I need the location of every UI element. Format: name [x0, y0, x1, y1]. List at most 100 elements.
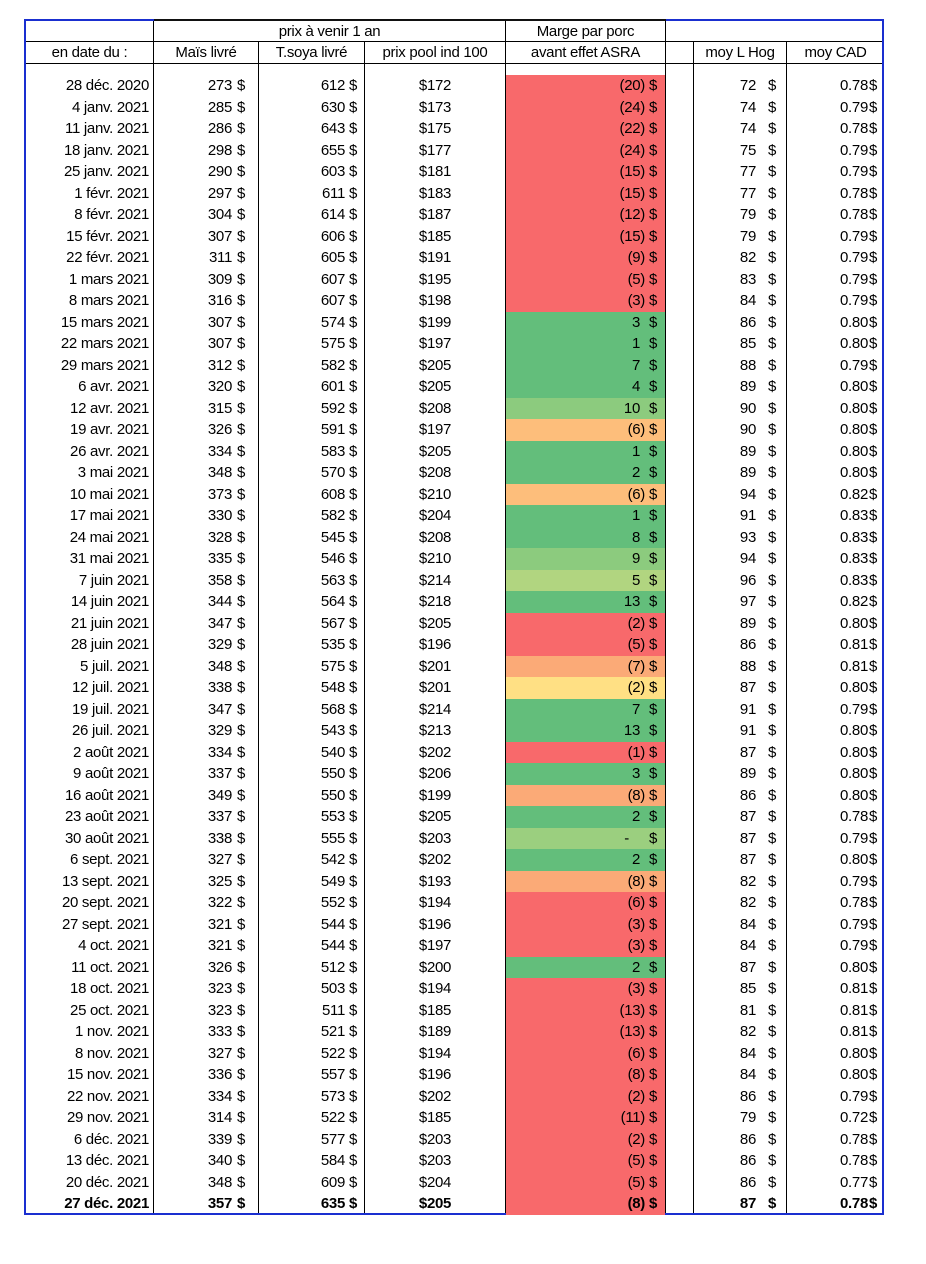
marge-cell: (5) $ — [506, 634, 665, 656]
marge-cell: (1) $ — [506, 741, 665, 763]
mais-cell: 285 — [207, 98, 232, 116]
currency-symbol: $ — [349, 1109, 358, 1126]
hog-cell: 87 — [739, 829, 756, 847]
currency-symbol: $ — [768, 722, 777, 739]
cad-cell: 0.78 — [840, 184, 868, 202]
marge-value: 3 — [631, 765, 640, 782]
hog-cell: 86 — [739, 786, 756, 804]
currency-symbol: $ — [237, 184, 246, 202]
currency-symbol: $ — [768, 163, 777, 180]
marge-value: 1 — [631, 507, 640, 524]
date-cell: 5 juil. 2021 — [80, 657, 149, 675]
pool-cell: $197 — [418, 335, 452, 352]
currency-symbol: $ — [869, 872, 878, 890]
currency-symbol: $ — [869, 829, 878, 847]
pool-cell: $208 — [418, 464, 452, 481]
marge-value: (5) — [627, 1173, 646, 1191]
currency-symbol: $ — [237, 980, 246, 997]
currency-symbol: $ — [869, 528, 878, 546]
mais-cell: 349 — [207, 786, 232, 804]
pool-cell: $203 — [418, 1152, 452, 1169]
marge-cell: 4 $ — [506, 376, 665, 398]
cad-cell: 0.80 — [840, 679, 868, 696]
currency-symbol: $ — [237, 915, 246, 933]
cad-cell: 0.79 — [840, 829, 868, 847]
cad-cell: 0.80 — [840, 851, 868, 868]
currency-symbol: $ — [349, 1195, 358, 1212]
currency-symbol: $ — [648, 421, 657, 438]
soya-cell: 592 — [320, 399, 345, 417]
mais-cell: 307 — [207, 335, 232, 352]
pool-cell: $181 — [418, 163, 452, 180]
soya-cell: 582 — [320, 356, 345, 374]
currency-symbol: $ — [869, 679, 878, 696]
cad-cell: 0.78 — [840, 1130, 868, 1148]
mais-cell: 316 — [207, 292, 232, 309]
currency-symbol: $ — [349, 378, 358, 395]
marge-cell: (15) $ — [506, 182, 665, 204]
hog-cell: 87 — [739, 743, 756, 761]
table-row: 2 août 2021 334 $540 $ $202 (1) $87 $0.80 $ — [26, 741, 882, 763]
soya-cell: 550 — [320, 765, 345, 782]
cad-cell: 0.80 — [840, 1044, 868, 1062]
date-cell: 26 juil. 2021 — [72, 722, 149, 739]
date-cell: 28 juin 2021 — [70, 636, 149, 653]
table-row: 31 mai 2021 335 $546 $ $210 9 $94 $0.83 $ — [26, 548, 882, 570]
table-row: 20 sept. 2021 322 $552 $ $194 (6) $82 $0.78 $ — [26, 892, 882, 914]
currency-symbol: $ — [237, 399, 246, 417]
soya-cell: 553 — [320, 808, 345, 825]
marge-cell: (13) $ — [506, 999, 665, 1021]
currency-symbol: $ — [768, 528, 777, 546]
currency-symbol: $ — [869, 571, 878, 589]
currency-symbol: $ — [237, 700, 246, 718]
currency-symbol: $ — [237, 872, 246, 890]
currency-symbol: $ — [349, 98, 358, 116]
currency-symbol: $ — [869, 1109, 878, 1126]
pool-cell: $205 — [418, 614, 452, 632]
table-row: 7 juin 2021 358 $563 $ $214 5 $96 $0.83 $ — [26, 569, 882, 591]
soya-cell: 552 — [320, 894, 345, 911]
mais-cell: 329 — [207, 722, 232, 739]
currency-symbol: $ — [349, 722, 358, 739]
cad-cell: 0.83 — [840, 507, 868, 524]
currency-symbol: $ — [768, 700, 777, 718]
currency-symbol: $ — [869, 77, 878, 94]
pool-cell: $202 — [418, 1087, 452, 1105]
date-cell: 6 avr. 2021 — [78, 378, 149, 395]
currency-symbol: $ — [237, 550, 246, 567]
marge-value: (3) — [627, 980, 646, 997]
pool-cell: $204 — [418, 1173, 452, 1191]
currency-symbol: $ — [648, 1152, 657, 1169]
table-row: 22 févr. 2021 311 $605 $ $191 (9) $82 $0.79 $ — [26, 247, 882, 269]
mais-cell: 315 — [207, 399, 232, 417]
currency-symbol: $ — [869, 657, 878, 675]
mais-cell: 347 — [207, 614, 232, 632]
marge-cell: (8) $ — [506, 784, 665, 806]
cad-cell: 0.80 — [840, 614, 868, 632]
currency-symbol: $ — [237, 786, 246, 804]
currency-symbol: $ — [648, 786, 657, 804]
currency-symbol: $ — [237, 77, 246, 94]
currency-symbol: $ — [237, 614, 246, 632]
mais-cell: 357 — [207, 1195, 232, 1212]
date-cell: 15 févr. 2021 — [66, 227, 149, 245]
mais-cell: 358 — [207, 571, 232, 589]
marge-cell: (2) $ — [506, 1085, 665, 1107]
date-cell: 29 mars 2021 — [60, 356, 149, 374]
currency-symbol: $ — [237, 1109, 246, 1126]
date-cell: 27 sept. 2021 — [61, 915, 149, 933]
currency-symbol: $ — [237, 937, 246, 954]
cad-cell: 0.79 — [840, 700, 868, 718]
marge-value: 1 — [631, 335, 640, 352]
marge-value: 3 — [631, 313, 640, 331]
soya-cell: 550 — [320, 786, 345, 804]
soya-cell: 582 — [320, 507, 345, 524]
date-cell: 12 juil. 2021 — [72, 679, 149, 696]
marge-value: (3) — [627, 915, 646, 933]
hog-cell: 74 — [739, 120, 756, 137]
marge-cell: 7 $ — [506, 354, 665, 376]
currency-symbol: $ — [768, 1130, 777, 1148]
pool-cell: $214 — [418, 700, 452, 718]
soya-cell: 568 — [320, 700, 345, 718]
currency-symbol: $ — [768, 507, 777, 524]
